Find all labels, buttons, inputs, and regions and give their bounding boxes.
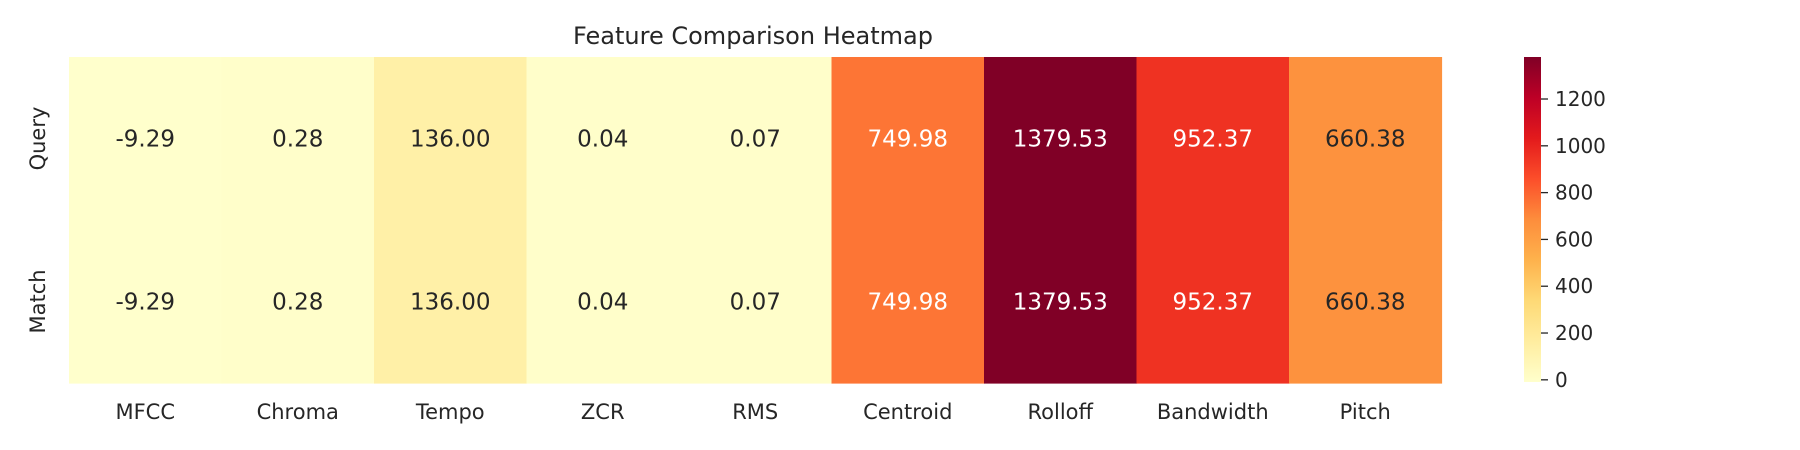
colorbar-tick-label: 1000 <box>1555 134 1606 158</box>
heatmap-cell <box>984 220 1138 384</box>
cell-value-label: 749.98 <box>868 127 948 153</box>
heatmap-cell <box>374 57 528 221</box>
cell-value-label: 749.98 <box>868 290 948 316</box>
cell-value-label: 0.04 <box>577 290 628 316</box>
colorbar-tick-label: 600 <box>1555 227 1593 251</box>
x-tick-label: MFCC <box>115 400 175 424</box>
heatmap-cell <box>984 57 1138 221</box>
heatmap-cell <box>526 220 680 384</box>
heatmap-cell <box>221 220 375 384</box>
colorbar-tick-label: 400 <box>1555 274 1593 298</box>
heatmap-cell <box>679 220 833 384</box>
x-tick-label: Tempo <box>415 400 485 424</box>
y-tick-label: Match <box>26 269 50 333</box>
x-tick-label: RMS <box>732 400 778 424</box>
heatmap-cell <box>69 57 223 221</box>
heatmap-cell <box>1289 57 1443 221</box>
cell-value-label: 952.37 <box>1173 127 1253 153</box>
heatmap-cells <box>69 57 1443 384</box>
cell-value-label: 1379.53 <box>1013 127 1108 153</box>
heatmap-cell <box>221 57 375 221</box>
cell-value-label: 136.00 <box>410 127 490 153</box>
heatmap-cell <box>679 57 833 221</box>
colorbar-tick-label: 1200 <box>1555 87 1606 111</box>
colorbar-gradient <box>1524 57 1541 382</box>
cell-value-label: 136.00 <box>410 290 490 316</box>
colorbar: 0 200 400 600 800 1000 1200 <box>1524 57 1606 392</box>
cell-value-label: 0.07 <box>730 290 781 316</box>
y-tick-label: Query <box>26 107 50 171</box>
x-tick-label: Centroid <box>863 400 952 424</box>
cell-value-label: 0.04 <box>577 127 628 153</box>
heatmap-cell <box>831 57 985 221</box>
heatmap-cell <box>374 220 528 384</box>
cell-value-label: 1379.53 <box>1013 290 1108 316</box>
x-tick-label: Bandwidth <box>1157 400 1269 424</box>
x-tick-label: Pitch <box>1340 400 1391 424</box>
y-axis-tick-labels: Query Match <box>26 107 50 334</box>
heatmap-cell <box>1136 220 1290 384</box>
colorbar-tick-label: 0 <box>1555 368 1568 392</box>
heatmap-cell <box>831 220 985 384</box>
x-axis-tick-labels: MFCC Chroma Tempo ZCR RMS Centroid Rolloff Band… <box>115 400 1390 424</box>
cell-value-label: 0.07 <box>730 127 781 153</box>
colorbar-tick-label: 200 <box>1555 321 1593 345</box>
heatmap-cell <box>1289 220 1443 384</box>
x-tick-label: Chroma <box>257 400 339 424</box>
heatmap-cell <box>526 57 680 221</box>
colorbar-tick-label: 800 <box>1555 181 1593 205</box>
cell-value-label: 0.28 <box>272 127 323 153</box>
heatmap-cell <box>1136 57 1290 221</box>
cell-value-label: 660.38 <box>1325 127 1405 153</box>
cell-value-label: -9.29 <box>115 127 175 153</box>
x-tick-label: Rolloff <box>1028 400 1094 424</box>
heatmap-cell <box>69 220 223 384</box>
x-tick-label: ZCR <box>581 400 625 424</box>
cell-value-label: -9.29 <box>115 290 175 316</box>
cell-value-label: 0.28 <box>272 290 323 316</box>
cell-value-labels: -9.29 0.28 136.00 0.04 0.07 749.98 1379.53 952.… <box>115 127 1405 316</box>
cell-value-label: 952.37 <box>1173 290 1253 316</box>
chart-title: Feature Comparison Heatmap <box>573 22 933 50</box>
cell-value-label: 660.38 <box>1325 290 1405 316</box>
